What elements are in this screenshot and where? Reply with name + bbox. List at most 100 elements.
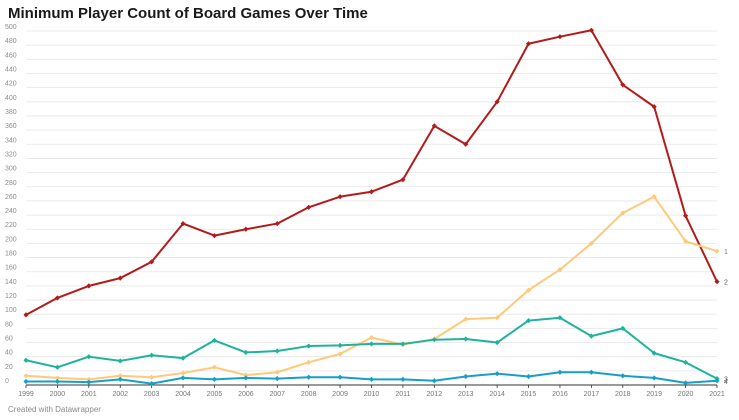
y-tick-label: 220 [5,222,17,229]
data-point-marker [588,27,594,33]
data-point-marker [149,259,155,265]
y-tick-label: 400 [5,95,17,102]
data-point-marker [400,177,406,183]
data-point-marker [23,357,29,363]
data-point-marker [306,374,312,380]
x-tick-label: 2018 [615,391,631,398]
data-point-marker [54,364,61,370]
data-point-marker [651,104,657,110]
data-point-marker [117,275,123,281]
data-point-marker [525,317,532,324]
series-line-3 [25,316,718,380]
data-point-marker [23,312,29,318]
y-tick-label: 200 [5,236,17,243]
data-point-marker [682,213,689,219]
data-point-marker [211,233,218,239]
x-tick-label: 2002 [112,391,128,398]
data-point-marker [714,248,720,254]
data-point-marker [243,375,249,381]
data-point-marker [23,378,29,385]
data-point-marker [86,379,92,385]
x-tick-label: 2015 [521,391,537,398]
data-point-marker [494,339,500,346]
y-tick-label: 120 [5,293,17,300]
x-tick-label: 2017 [584,391,600,398]
y-tick-label: 160 [5,265,17,272]
data-point-marker [463,373,469,380]
data-point-marker [23,373,29,379]
data-point-marker [54,375,61,381]
data-point-marker [588,333,594,339]
x-tick-label: 2010 [364,391,380,398]
data-point-marker [368,341,375,347]
data-point-marker [525,287,532,293]
data-point-marker [117,373,123,379]
y-tick-label: 360 [5,123,17,130]
data-point-marker [86,283,92,289]
data-point-marker [306,343,312,349]
data-point-marker [620,325,626,331]
data-point-marker [557,315,563,321]
data-point-marker [588,240,594,246]
y-tick-label: 500 [5,24,17,31]
x-tick-label: 2001 [81,391,97,398]
data-point-marker [149,374,155,380]
data-point-marker [337,351,343,357]
data-point-marker [180,355,186,361]
data-point-marker [463,336,469,342]
data-point-marker [274,376,280,382]
data-point-marker [368,376,375,382]
data-point-marker [306,359,312,365]
data-point-marker [588,369,594,375]
x-tick-label: 2008 [301,391,317,398]
data-point-marker [431,337,437,343]
x-tick-label: 2003 [144,391,160,398]
data-point-marker [274,220,280,227]
data-point-marker [337,342,343,348]
data-point-marker [274,369,280,375]
attribution-text: Created with Datawrapper [8,405,101,414]
y-tick-label: 440 [5,66,17,73]
data-point-marker [211,337,218,343]
data-point-marker [651,194,657,200]
data-point-marker [337,194,343,200]
data-point-marker [651,375,657,381]
y-tick-label: 180 [5,251,17,258]
x-tick-label: 2011 [395,391,410,398]
data-point-marker [86,376,92,382]
data-point-marker [682,380,689,386]
data-point-marker [243,349,249,356]
data-point-marker [180,370,186,376]
x-tick-label: 2005 [207,391,223,398]
data-point-marker [243,226,249,232]
series-line-1 [25,195,718,381]
data-point-marker [243,372,249,378]
data-point-marker [274,348,280,354]
data-point-marker [557,266,563,273]
series-end-label: 2 [724,280,728,287]
data-point-marker [400,341,406,347]
data-point-marker [180,220,186,227]
y-tick-label: 240 [5,208,17,215]
y-tick-label: 380 [5,109,17,116]
y-tick-label: 340 [5,137,17,144]
data-point-marker [651,350,657,356]
data-point-marker [463,316,469,322]
x-tick-label: 2014 [489,391,505,398]
y-tick-label: 280 [5,180,17,187]
data-point-marker [180,375,186,381]
x-tick-label: 2004 [175,391,191,398]
data-point-marker [494,99,500,105]
x-tick-label: 2021 [709,391,725,398]
data-point-marker [557,369,563,375]
data-point-marker [620,82,626,88]
series-end-label: 1 [724,249,728,256]
x-tick-label: 2007 [269,391,285,398]
data-point-marker [494,315,500,321]
y-tick-label: 80 [5,321,13,328]
data-point-marker [211,364,218,370]
x-tick-label: 2019 [646,391,662,398]
y-tick-label: 260 [5,194,17,201]
